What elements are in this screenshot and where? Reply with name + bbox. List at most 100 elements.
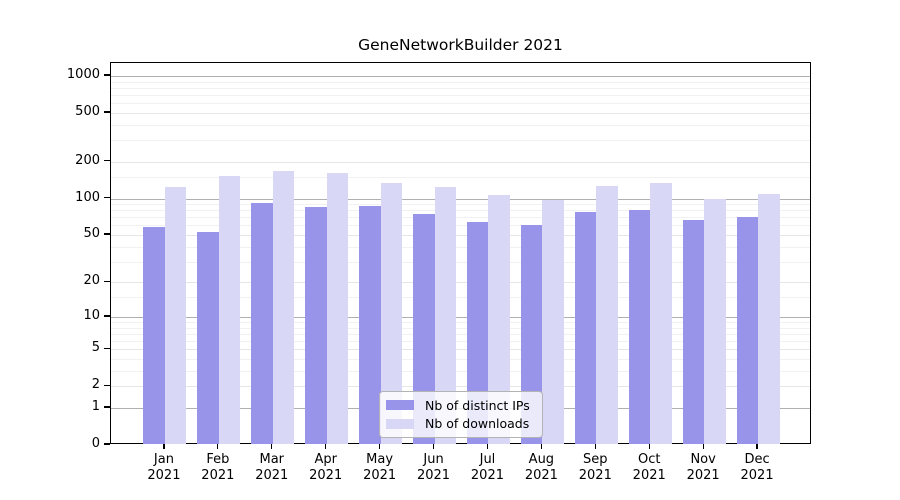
gridline-500 [111, 112, 810, 114]
x-axis-tick-label: Dec 2021 [740, 452, 774, 483]
x-tick-aug [540, 444, 542, 449]
gridline-20 [111, 282, 810, 284]
y-tick-5 [104, 347, 110, 349]
bar-downloads-aug [542, 200, 564, 444]
y-tick-50 [104, 233, 110, 235]
x-axis-tick-label: Jul 2021 [470, 452, 504, 483]
minor-gridline [111, 327, 810, 329]
x-tick-jul [486, 444, 489, 449]
bar-ips-may [359, 205, 381, 444]
minor-gridline [111, 103, 810, 105]
y-axis-tick-label: 1 [91, 398, 100, 414]
minor-gridline [111, 246, 810, 248]
y-axis-tick-label: 50 [83, 226, 100, 241]
x-axis-tick-label: Oct 2021 [632, 452, 666, 483]
gridline-2 [111, 386, 810, 388]
y-tick-1 [104, 406, 110, 408]
bar-downloads-sep [596, 186, 618, 444]
gridline-200 [111, 161, 810, 163]
bar-ips-sep [574, 211, 597, 444]
minor-gridline [111, 177, 810, 179]
bar-downloads-may [380, 183, 403, 444]
x-axis-tick-label: Feb 2021 [201, 452, 235, 483]
bar-ips-jun [412, 214, 435, 444]
bar-ips-jan [143, 227, 165, 444]
minor-gridline [111, 95, 810, 97]
plot-area [110, 62, 811, 444]
bar-downloads-feb [218, 176, 241, 444]
legend-item-downloads: Nb of downloads [386, 416, 534, 431]
bar-downloads-jan [164, 186, 187, 444]
bar-downloads-jun [434, 187, 457, 444]
bar-ips-oct [628, 209, 651, 444]
x-tick-may [379, 444, 381, 449]
y-axis-tick-label: 10 [83, 307, 100, 323]
major-gridline-100 [111, 198, 810, 200]
x-axis-tick-label: Jan 2021 [147, 452, 181, 483]
minor-gridline [111, 210, 810, 212]
y-axis-tick-label: 0 [91, 436, 100, 451]
x-tick-apr [325, 444, 327, 449]
gridline-50 [111, 235, 810, 236]
minor-gridline [111, 225, 810, 227]
minor-gridline [111, 341, 810, 343]
minor-gridline [111, 81, 810, 83]
legend-label-downloads: Nb of downloads [425, 416, 530, 432]
minor-gridline [111, 359, 810, 361]
y-tick-2 [104, 384, 110, 386]
minor-gridline [111, 296, 810, 298]
x-tick-jun [432, 444, 435, 449]
bar-downloads-dec [758, 193, 780, 444]
x-tick-oct [648, 444, 650, 449]
x-tick-dec [756, 444, 758, 449]
bar-ips-jul [466, 222, 489, 444]
minor-gridline [111, 124, 810, 126]
x-tick-jan [163, 444, 165, 449]
y-tick-100 [104, 196, 110, 199]
minor-gridline [111, 261, 810, 263]
bar-downloads-oct [650, 183, 672, 444]
major-gridline-10 [111, 316, 810, 318]
legend: Nb of distinct IPs Nb of downloads [379, 391, 543, 438]
y-axis-tick-label: 2 [91, 377, 100, 393]
bar-ips-mar [251, 202, 273, 444]
y-tick-0 [104, 443, 110, 445]
x-tick-feb [217, 444, 219, 449]
legend-swatch-downloads-icon [386, 418, 414, 429]
x-tick-sep [594, 444, 596, 449]
y-axis-tick-label: 1000 [66, 67, 100, 82]
x-axis-tick-label: May 2021 [363, 452, 397, 483]
bar-downloads-mar [272, 171, 295, 444]
y-axis-tick-label: 100 [75, 189, 100, 205]
x-tick-nov [702, 444, 704, 449]
y-tick-20 [104, 280, 110, 282]
y-axis-tick-label: 5 [91, 340, 100, 356]
legend-swatch-distinct-ips-icon [386, 400, 414, 411]
y-tick-200 [104, 160, 110, 162]
chart-title: GeneNetworkBuilder 2021 [358, 36, 563, 54]
bar-ips-dec [736, 217, 759, 444]
legend-label-distinct-ips: Nb of distinct IPs [425, 397, 530, 413]
x-axis-tick-label: Mar 2021 [255, 452, 289, 483]
minor-gridline [111, 140, 810, 142]
x-axis-tick-label: Jun 2021 [416, 452, 451, 483]
minor-gridline [111, 217, 810, 219]
x-axis-tick-label: Sep 2021 [578, 452, 612, 483]
bar-ips-nov [682, 219, 705, 444]
bar-ips-apr [305, 207, 327, 444]
y-axis-tick-label: 200 [75, 152, 100, 168]
bar-ips-feb [197, 231, 219, 444]
minor-gridline [111, 87, 810, 89]
y-tick-1000 [104, 74, 110, 76]
x-tick-mar [271, 444, 273, 449]
legend-item-distinct-ips: Nb of distinct IPs [386, 398, 534, 413]
bar-ips-aug [520, 225, 543, 444]
bar-downloads-nov [704, 198, 726, 444]
minor-gridline [111, 322, 810, 324]
minor-gridline [111, 370, 810, 372]
x-axis-tick-label: Aug 2021 [524, 452, 558, 483]
minor-gridline [111, 333, 810, 335]
y-tick-10 [104, 315, 110, 317]
y-axis-tick-label: 500 [75, 103, 100, 119]
